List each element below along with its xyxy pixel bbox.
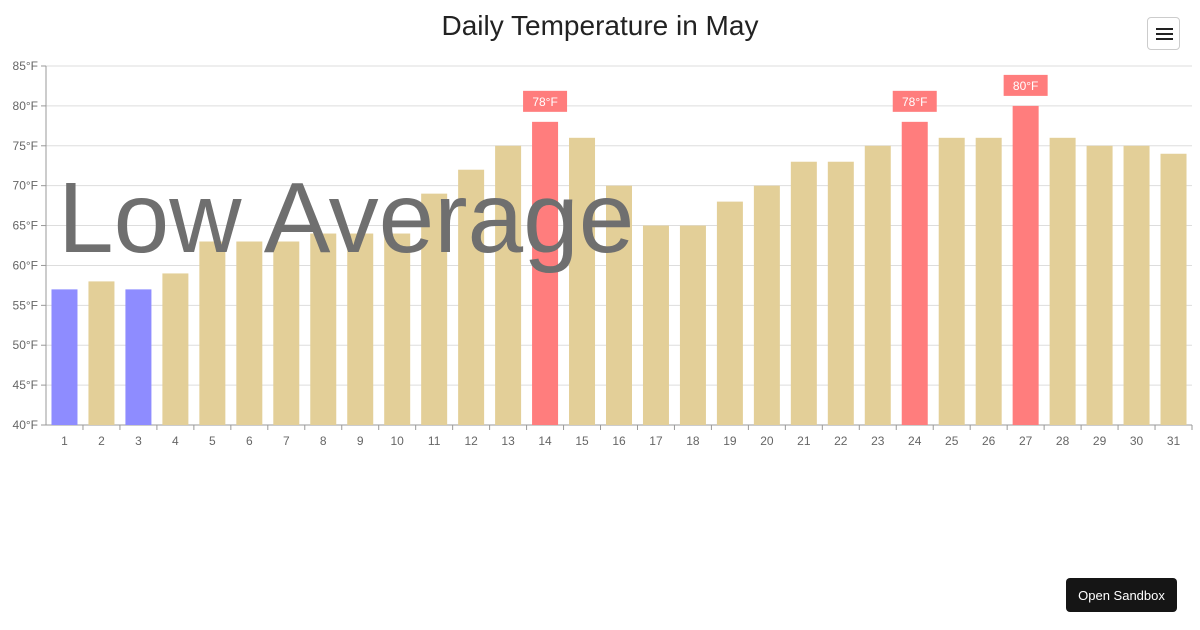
y-tick-label: 70°F	[13, 179, 38, 193]
bar-day-18	[679, 225, 706, 425]
bar-day-29	[1086, 145, 1113, 425]
y-tick-label: 55°F	[13, 298, 38, 312]
hamburger-icon	[1156, 38, 1173, 40]
x-tick-label: 20	[760, 434, 774, 448]
x-tick-label: 26	[982, 434, 996, 448]
bar-day-14	[532, 121, 559, 425]
bar-day-5	[199, 241, 226, 425]
x-tick-label: 7	[283, 434, 290, 448]
chart-title: Daily Temperature in May	[441, 10, 759, 41]
data-label-bg	[892, 90, 937, 112]
bar-day-9	[347, 233, 374, 425]
y-tick-label: 65°F	[13, 219, 38, 233]
bar-day-6	[236, 241, 263, 425]
x-tick-label: 25	[945, 434, 959, 448]
x-tick-label: 16	[612, 434, 626, 448]
x-tick-label: 31	[1167, 434, 1181, 448]
bar-day-31	[1160, 153, 1187, 425]
x-tick-label: 11	[428, 434, 441, 448]
bar-day-13	[495, 145, 522, 425]
y-tick-label: 60°F	[13, 258, 38, 272]
bar-day-17	[642, 225, 669, 425]
bar-day-15	[569, 137, 596, 426]
bar-day-4	[162, 273, 189, 425]
bar-day-21	[790, 161, 817, 425]
bar-day-10	[384, 233, 411, 425]
annotation-text: Low Average	[58, 162, 634, 274]
y-tick-label: 80°F	[13, 99, 38, 113]
y-tick-label: 40°F	[13, 418, 38, 432]
y-tick-label: 85°F	[13, 59, 38, 73]
x-tick-label: 19	[723, 434, 737, 448]
bar-day-20	[753, 185, 780, 425]
x-tick-label: 18	[686, 434, 700, 448]
data-label-bg	[1003, 74, 1048, 96]
bar-day-16	[606, 185, 632, 425]
hamburger-icon	[1156, 33, 1173, 35]
x-tick-label: 30	[1130, 434, 1144, 448]
bar-day-25	[938, 137, 965, 426]
x-tick-label: 17	[649, 434, 663, 448]
bar-day-30	[1123, 145, 1150, 425]
bar-day-27	[1012, 105, 1039, 425]
open-sandbox-button[interactable]: Open Sandbox	[1066, 578, 1177, 612]
y-tick-label: 45°F	[13, 378, 38, 392]
bar-day-11	[421, 193, 448, 425]
x-tick-label: 22	[834, 434, 848, 448]
y-tick-label: 75°F	[13, 139, 38, 153]
x-tick-label: 1	[61, 434, 68, 448]
data-label-bg	[523, 90, 568, 112]
hamburger-icon	[1156, 28, 1173, 30]
x-tick-label: 6	[246, 434, 253, 448]
bar-chart: 40°F 45°F 50°F 55°F 60°F 65°F 70°F 75°F 80°F 85°F…	[13, 59, 1193, 448]
bar-day-8	[310, 233, 337, 425]
bar-day-12	[458, 169, 485, 425]
x-tick-label: 12	[464, 434, 478, 448]
bar-day-26	[975, 137, 1002, 426]
x-tick-label: 15	[575, 434, 589, 448]
x-tick-label: 2	[98, 434, 105, 448]
bar-day-1	[51, 289, 78, 425]
bar-day-3	[125, 289, 152, 425]
bar-day-22	[827, 161, 854, 425]
bar-day-19	[716, 201, 743, 425]
x-tick-label: 29	[1093, 434, 1107, 448]
x-tick-label: 27	[1019, 434, 1033, 448]
data-label: 78°F	[902, 95, 927, 109]
x-tick-label: 3	[135, 434, 142, 448]
x-tick-label: 13	[501, 434, 515, 448]
bar-day-2	[88, 281, 115, 425]
data-label: 80°F	[1013, 79, 1038, 93]
x-tick-label: 10	[391, 434, 405, 448]
x-tick-label: 21	[797, 434, 811, 448]
x-tick-label: 8	[320, 434, 327, 448]
bar-day-23	[864, 145, 891, 425]
x-tick-label: 28	[1056, 434, 1070, 448]
bar-day-28	[1049, 137, 1076, 426]
x-tick-label: 23	[871, 434, 885, 448]
x-tick-label: 5	[209, 434, 216, 448]
bar-day-24	[901, 121, 928, 425]
y-tick-label: 50°F	[13, 338, 38, 352]
x-tick-label: 9	[357, 434, 364, 448]
bar-day-7	[273, 241, 300, 425]
x-tick-label: 24	[908, 434, 922, 448]
x-tick-label: 14	[538, 434, 552, 448]
chart-menu-button[interactable]	[1147, 17, 1180, 50]
x-tick-label: 4	[172, 434, 179, 448]
data-label: 78°F	[532, 95, 557, 109]
